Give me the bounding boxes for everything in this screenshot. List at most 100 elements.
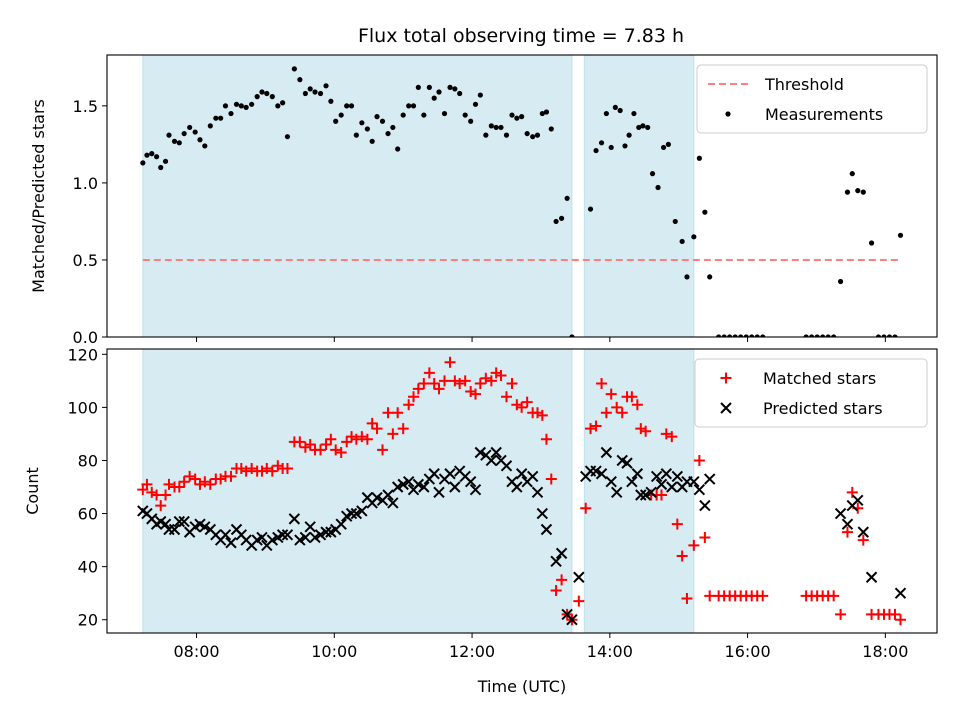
matched-starspoint bbox=[757, 590, 769, 602]
predicted-starspoint bbox=[536, 507, 549, 520]
measurementspoint bbox=[472, 101, 479, 107]
measurementspoint bbox=[640, 123, 646, 129]
measurementspoint bbox=[291, 66, 297, 72]
matched-starspoint bbox=[256, 465, 268, 477]
measurementspoint bbox=[665, 141, 671, 147]
measurementspoint bbox=[477, 92, 483, 98]
measurementspoint bbox=[679, 238, 685, 245]
matched-starspoint bbox=[350, 433, 362, 445]
matched-starspoint bbox=[163, 478, 175, 490]
matched-starspoint bbox=[605, 388, 617, 400]
legend-predicted-starsswatch bbox=[720, 402, 732, 414]
measurementspoint bbox=[284, 134, 291, 140]
measurementspoint bbox=[238, 103, 244, 109]
matched-starspoint bbox=[640, 425, 652, 437]
matched-starspoint bbox=[516, 401, 528, 413]
panel-counts: 08:00 10:00 12:00 14:00 16:00 18:00 20 40 60 80 10… bbox=[23, 345, 938, 696]
measurementspoint bbox=[297, 77, 303, 83]
measurementspoint bbox=[849, 171, 855, 177]
matched-starspoint bbox=[495, 370, 507, 382]
matched-starspoint bbox=[184, 470, 196, 482]
measurementspoint bbox=[587, 206, 594, 212]
matched-starspoint bbox=[439, 375, 451, 387]
measurementspoint bbox=[162, 158, 169, 164]
measurementspoint bbox=[338, 112, 344, 118]
measurementspoint bbox=[483, 132, 489, 138]
measurementspoint bbox=[264, 90, 270, 97]
matched-starspoint bbox=[315, 444, 327, 456]
matched-starspoint bbox=[160, 489, 172, 501]
measurementspoint bbox=[176, 140, 182, 146]
measurementspoint bbox=[564, 195, 570, 201]
matched-starspoint bbox=[428, 378, 440, 390]
measurementspoint bbox=[814, 334, 820, 337]
matched-starspoint bbox=[377, 444, 389, 456]
matched-starspoint bbox=[556, 574, 568, 586]
measurementspoint bbox=[868, 240, 875, 246]
predicted-starspoint bbox=[168, 523, 181, 536]
measurementspoint bbox=[369, 138, 375, 144]
predicted-starspoint bbox=[500, 460, 513, 472]
matched-starspoint bbox=[550, 585, 562, 597]
measurementspoint bbox=[158, 164, 164, 171]
matched-starspoint bbox=[433, 383, 445, 395]
chart-title: Flux total observing time = 7.83 h bbox=[358, 25, 684, 47]
predicted-starspoint bbox=[703, 473, 716, 485]
measurementspoint bbox=[743, 334, 749, 337]
measurementspoint bbox=[760, 334, 766, 337]
predicted-starspoint bbox=[371, 491, 383, 504]
matched-starspoint bbox=[418, 378, 430, 390]
y-tick-label: 0.5 bbox=[73, 251, 98, 270]
matched-starspoint bbox=[688, 539, 700, 551]
measurementspoint bbox=[844, 189, 851, 195]
y-tick-label: 20 bbox=[78, 611, 98, 630]
legend-frame bbox=[696, 64, 928, 134]
measurementspoint bbox=[626, 132, 632, 138]
measurementspoint bbox=[881, 334, 887, 337]
matched-starspoint bbox=[320, 439, 332, 451]
predicted-starspoint bbox=[611, 486, 623, 499]
x-axis-label: Time (UTC) bbox=[477, 677, 566, 696]
matched-starspoint bbox=[299, 441, 311, 453]
predicted-starspoint bbox=[350, 507, 363, 520]
matched-starspoint bbox=[465, 385, 477, 397]
matched-starspoint bbox=[408, 391, 420, 403]
predicted-starspoint bbox=[304, 521, 316, 533]
measurementspoint bbox=[716, 334, 722, 337]
matched-starspoint bbox=[189, 473, 201, 485]
measurementspoint bbox=[197, 137, 203, 143]
measurementspoint bbox=[243, 104, 249, 110]
measurementspoint bbox=[503, 132, 510, 138]
measurementspoint bbox=[820, 334, 826, 337]
matched-starspoint bbox=[294, 436, 306, 448]
measurementspoint bbox=[415, 84, 421, 90]
predicted-starspoint bbox=[834, 507, 847, 520]
measurementspoint bbox=[348, 103, 355, 109]
y-axis-label: Count bbox=[23, 467, 42, 515]
matched-starspoint bbox=[596, 378, 608, 390]
measurementspoint bbox=[875, 334, 882, 337]
matched-starspoint bbox=[660, 428, 672, 440]
measurementspoint bbox=[140, 160, 146, 166]
predicted-starspoint bbox=[605, 476, 617, 488]
measurementspoint bbox=[803, 334, 809, 337]
matched-starspoint bbox=[146, 486, 158, 498]
measurementspoint bbox=[617, 107, 623, 114]
measurementspoint bbox=[897, 232, 904, 238]
panel-ratio: 0.0 0.5 1.0 1.5 Matched/Predicted stars Thres… bbox=[29, 54, 938, 347]
measurementspoint bbox=[860, 189, 866, 195]
measurementspoint bbox=[166, 132, 172, 138]
x-tick-label: 08:00 bbox=[173, 642, 219, 661]
predicted-starspoint bbox=[650, 470, 663, 483]
matched-starspoint bbox=[225, 470, 237, 482]
y-tick-label: 1.5 bbox=[73, 97, 98, 116]
matched-starspoint bbox=[835, 608, 847, 620]
predicted-starspoint bbox=[314, 529, 327, 541]
predicted-starspoint bbox=[852, 494, 864, 506]
predicted-starspoint bbox=[645, 486, 657, 499]
matched-starspoint bbox=[199, 476, 211, 488]
measurementspoint bbox=[593, 147, 599, 154]
matched-starspoint bbox=[635, 423, 647, 435]
x-tick-label: 10:00 bbox=[311, 642, 357, 661]
